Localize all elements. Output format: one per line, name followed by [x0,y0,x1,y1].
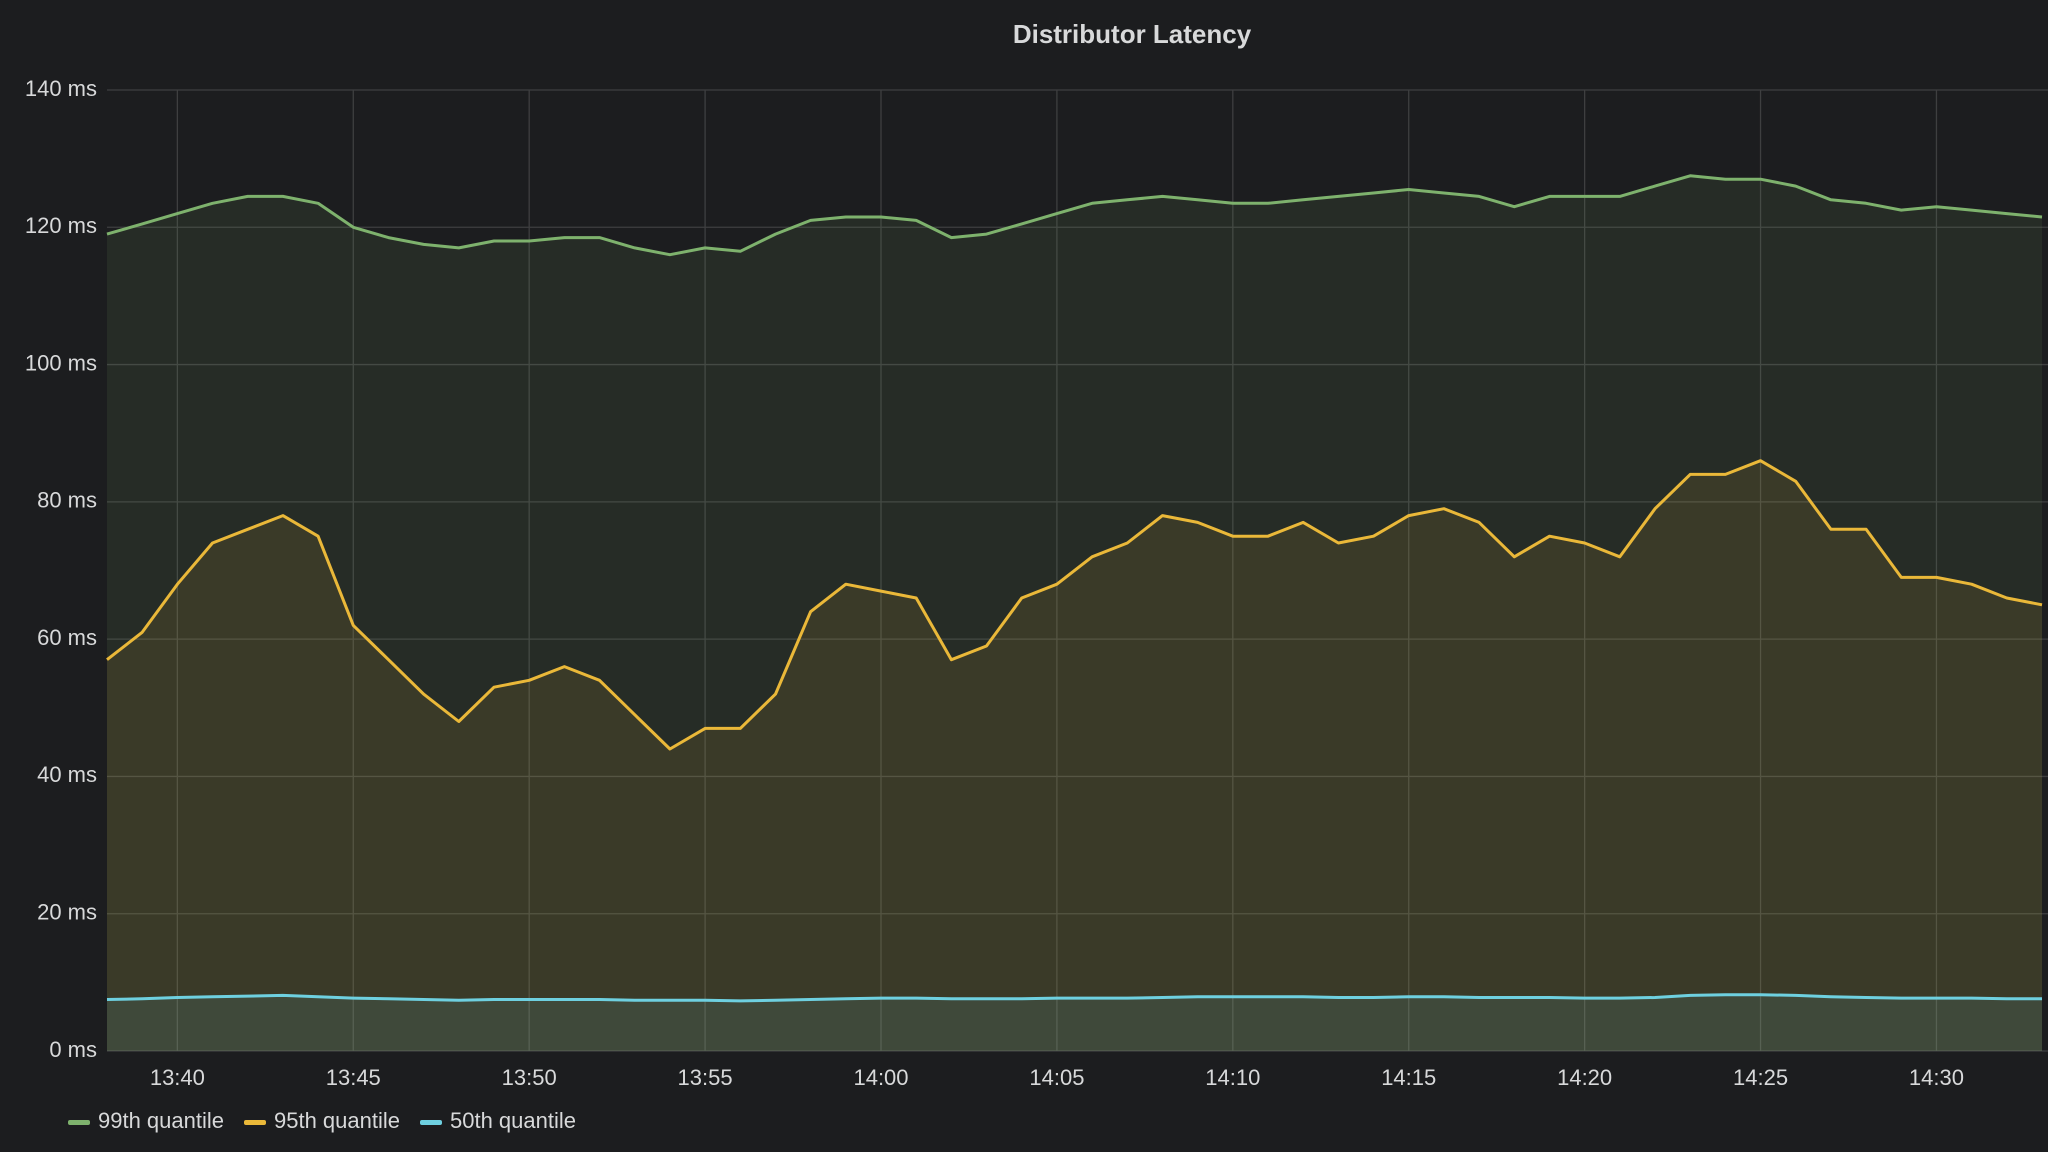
x-tick-label: 14:00 [853,1065,908,1090]
legend-swatch [420,1120,442,1125]
x-tick-label: 13:50 [502,1065,557,1090]
x-tick-label: 14:05 [1029,1065,1084,1090]
series-line [106,459,2043,751]
legend-label: 95th quantile [274,1108,400,1133]
series-area [107,994,2042,1051]
chart-title: Distributor Latency [1013,19,1252,49]
x-tick-label: 14:20 [1557,1065,1612,1090]
x-tick-label: 13:45 [326,1065,381,1090]
legend-swatch [68,1120,90,1125]
series-line [106,993,2042,1003]
y-tick-label: 140 ms [25,76,97,101]
x-tick-label: 14:15 [1381,1065,1436,1090]
x-tick-label: 13:40 [150,1065,205,1090]
y-tick-label: 100 ms [25,350,97,375]
y-tick-label: 120 ms [25,213,97,238]
series-area [107,460,2042,1051]
series-line [106,174,2043,257]
y-tick-label: 80 ms [37,488,97,513]
legend-swatch [244,1120,266,1125]
series-area [107,175,2042,1052]
y-tick-label: 40 ms [37,762,97,787]
y-tick-label: 20 ms [37,900,97,925]
x-tick-label: 14:30 [1909,1065,1964,1090]
y-tick-label: 0 ms [49,1037,97,1062]
legend-label: 50th quantile [450,1108,576,1133]
x-tick-label: 13:55 [678,1065,733,1090]
y-tick-label: 60 ms [37,625,97,650]
x-tick-label: 14:10 [1205,1065,1260,1090]
x-tick-label: 14:25 [1733,1065,1788,1090]
legend-label: 99th quantile [98,1108,224,1133]
